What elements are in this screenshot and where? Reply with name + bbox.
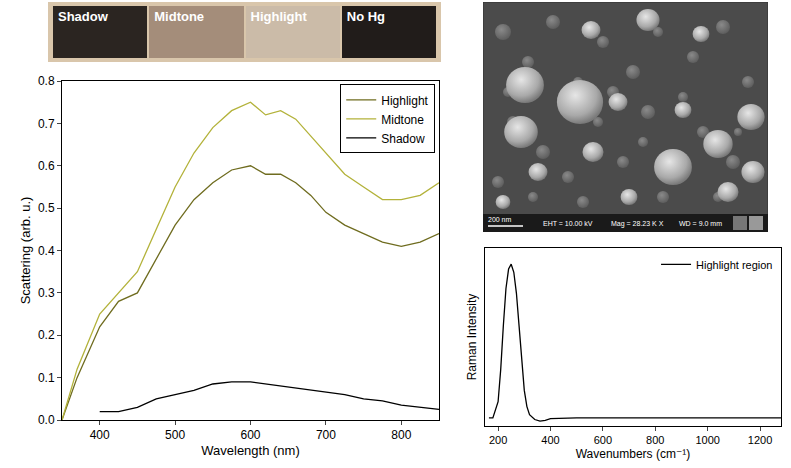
svg-text:Wavelength (nm): Wavelength (nm) bbox=[201, 443, 300, 458]
svg-text:200: 200 bbox=[489, 434, 507, 446]
html-text:No Hg: No Hg bbox=[346, 9, 385, 24]
svg-text:600: 600 bbox=[240, 428, 260, 442]
svg-text:800: 800 bbox=[391, 428, 411, 442]
svg-text:0.1: 0.1 bbox=[38, 371, 55, 385]
svg-text:Mag = 28.23 K X: Mag = 28.23 K X bbox=[611, 220, 664, 228]
svg-text:0.2: 0.2 bbox=[38, 328, 55, 342]
html-text:Highlight: Highlight bbox=[250, 9, 307, 24]
svg-text:0.3: 0.3 bbox=[38, 286, 55, 300]
svg-text:0.5: 0.5 bbox=[38, 201, 55, 215]
svg-text:0.6: 0.6 bbox=[38, 159, 55, 173]
svg-text:0.8: 0.8 bbox=[38, 74, 55, 88]
svg-text:WD = 9.0 mm: WD = 9.0 mm bbox=[679, 220, 722, 227]
svg-text:1000: 1000 bbox=[695, 434, 719, 446]
svg-text:800: 800 bbox=[646, 434, 664, 446]
svg-text:Highlight region: Highlight region bbox=[696, 259, 772, 271]
svg-text:600: 600 bbox=[594, 434, 612, 446]
svg-text:EHT = 10.00 kV: EHT = 10.00 kV bbox=[543, 220, 593, 227]
svg-text:Shadow: Shadow bbox=[381, 132, 425, 146]
svg-text:0.4: 0.4 bbox=[38, 244, 55, 258]
svg-text:700: 700 bbox=[316, 428, 336, 442]
svg-text:0.0: 0.0 bbox=[38, 413, 55, 427]
svg-text:Highlight: Highlight bbox=[381, 94, 428, 108]
html-text:Shadow: Shadow bbox=[58, 9, 108, 24]
svg-text:Scattering (arb. u.): Scattering (arb. u.) bbox=[18, 197, 33, 305]
svg-text:400: 400 bbox=[90, 428, 110, 442]
svg-text:Midtone: Midtone bbox=[381, 113, 424, 127]
svg-text:1200: 1200 bbox=[748, 434, 772, 446]
svg-text:400: 400 bbox=[541, 434, 559, 446]
svg-text:Raman Intensity: Raman Intensity bbox=[465, 294, 479, 381]
svg-text:Wavenumbers (cm⁻¹): Wavenumbers (cm⁻¹) bbox=[576, 447, 691, 461]
svg-text:500: 500 bbox=[165, 428, 185, 442]
svg-text:200 nm: 200 nm bbox=[488, 216, 512, 223]
svg-text:0.7: 0.7 bbox=[38, 117, 55, 131]
html-text:Midtone: Midtone bbox=[154, 9, 205, 24]
